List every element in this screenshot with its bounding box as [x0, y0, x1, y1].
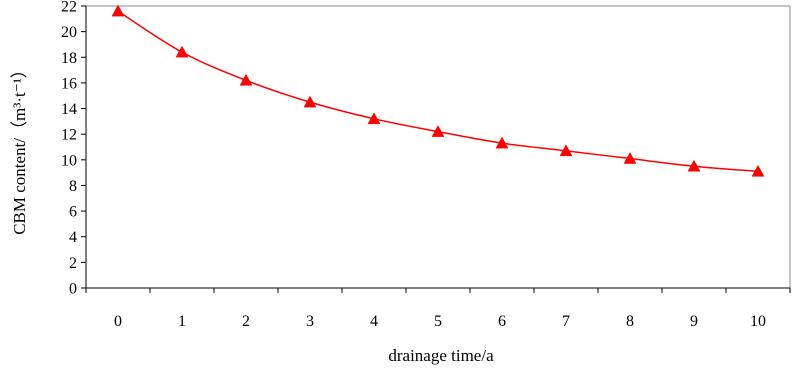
data-point-triangle [559, 144, 573, 157]
x-tick-label: 7 [562, 313, 570, 330]
y-tick-label: 16 [61, 75, 77, 92]
x-tick-label: 8 [626, 313, 634, 330]
y-axis-title: CBM content/（m³·t⁻¹） [10, 61, 29, 235]
y-tick-label: 0 [69, 281, 77, 298]
data-point-triangle [751, 164, 765, 177]
y-tick-label: 20 [61, 24, 77, 41]
data-point-triangle [175, 45, 189, 58]
series-line [117, 10, 759, 173]
x-tick-label: 0 [114, 313, 122, 330]
data-point-triangle [623, 152, 637, 164]
x-tick-label: 9 [690, 313, 698, 330]
series-layer [111, 4, 765, 177]
y-tick-label: 2 [69, 255, 77, 272]
y-axis: 0 2 4 6 8 10 12 14 16 18 20 22 [61, 0, 86, 298]
data-point-triangle [303, 95, 317, 108]
x-tick-label: 5 [434, 313, 442, 330]
y-tick-label: 6 [69, 204, 77, 221]
y-tick-label: 10 [61, 152, 77, 169]
y-tick-label: 4 [69, 229, 77, 246]
data-point-triangle [495, 136, 509, 149]
data-point-triangle [111, 4, 125, 17]
x-axis-title: drainage time/a [388, 346, 494, 365]
data-point-triangle [367, 112, 381, 125]
data-point-triangle [239, 73, 253, 86]
y-tick-label: 22 [61, 0, 77, 16]
y-tick-label: 12 [61, 127, 77, 144]
x-tick-label: 10 [750, 313, 766, 330]
plot-area [85, 5, 791, 289]
y-tick-label: 8 [69, 178, 77, 195]
x-tick-label: 2 [242, 313, 250, 330]
y-tick-label: 14 [61, 101, 77, 118]
x-tick-label: 3 [306, 313, 314, 330]
x-tick-label: 6 [498, 313, 506, 330]
x-axis: 0 1 2 3 4 5 6 7 8 9 10 [85, 288, 791, 330]
x-tick-label: 4 [370, 313, 378, 330]
data-point-triangle [431, 125, 445, 137]
data-point-triangle [687, 159, 701, 172]
y-tick-label: 18 [61, 50, 77, 67]
x-tick-label: 1 [178, 313, 186, 330]
